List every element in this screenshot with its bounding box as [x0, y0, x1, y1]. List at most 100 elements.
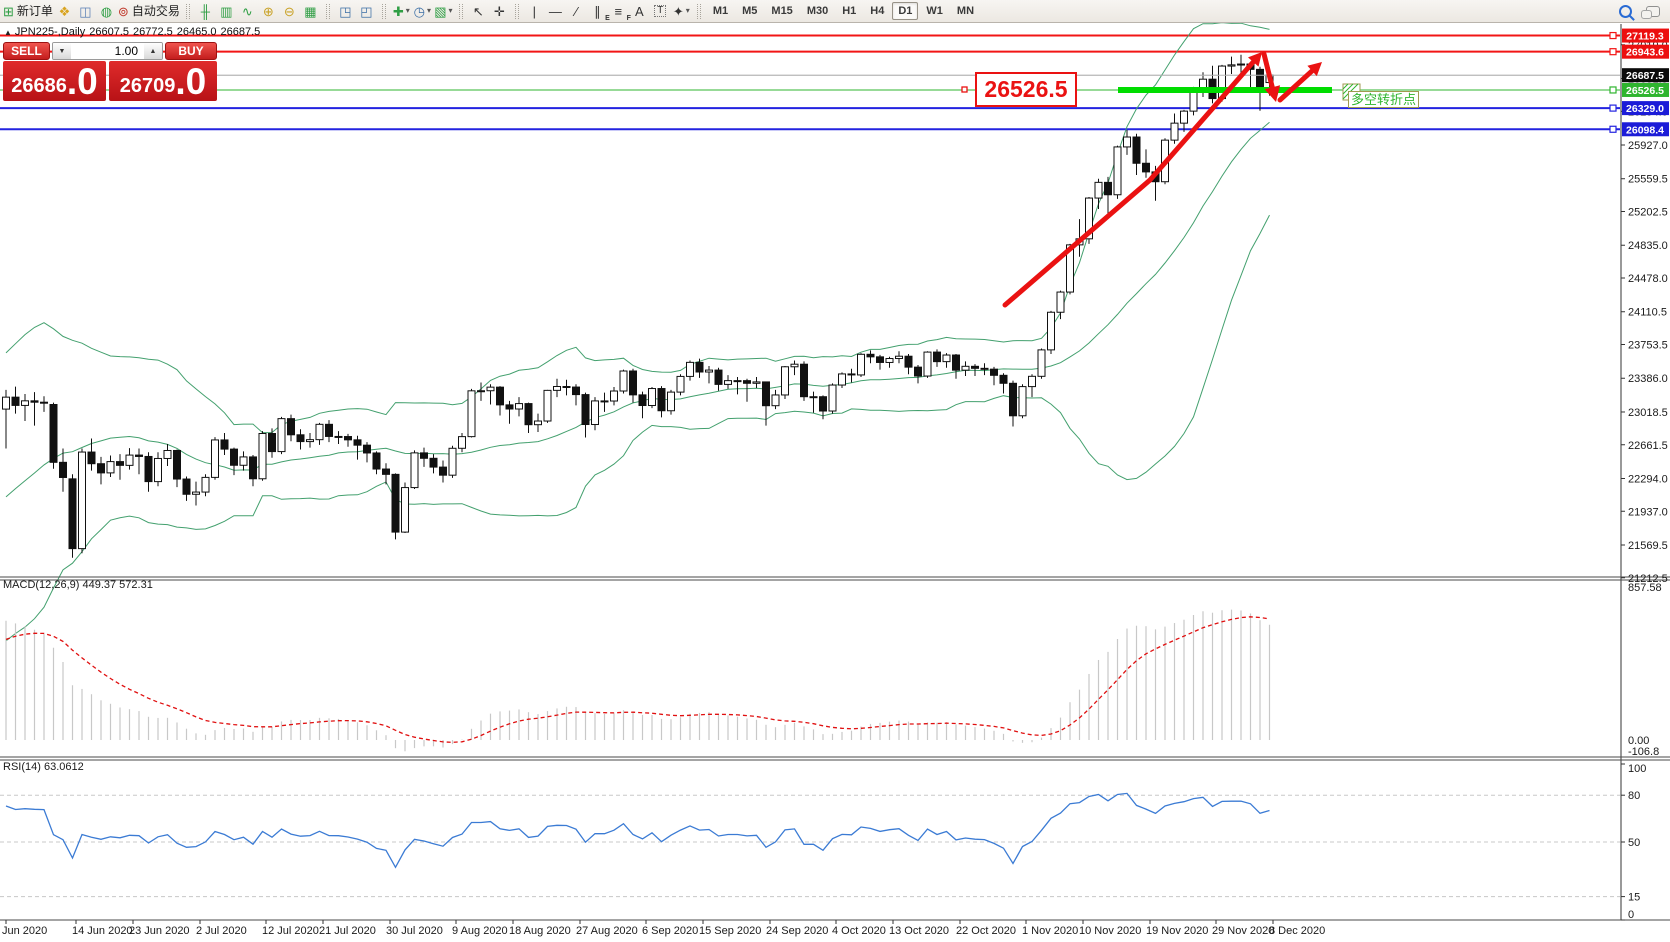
candlestick-button[interactable]: ▥ — [216, 2, 237, 21]
tile-windows-button[interactable]: ▦ — [300, 2, 321, 21]
volume-decrease-button[interactable]: ▼ — [53, 43, 71, 59]
candle-body — [866, 353, 875, 358]
arrows-button[interactable]: ✦ ▾ — [671, 2, 692, 21]
price-badge-label: 26687.5 — [1626, 70, 1664, 82]
collapse-arrow-icon[interactable]: ▲ — [4, 28, 12, 37]
line-chart-icon: ∿ — [241, 3, 253, 19]
timeframe-h4-button[interactable]: H4 — [870, 5, 885, 17]
add-indicator-button[interactable]: ✚ ▾ — [391, 2, 412, 21]
sell-button[interactable]: SELL — [3, 42, 50, 60]
candle-body — [486, 386, 495, 392]
data-window-button[interactable]: ◫ — [75, 2, 96, 21]
candle-body — [971, 365, 979, 369]
volume-input[interactable] — [71, 43, 144, 59]
zoom-in-button[interactable]: ⊕ — [258, 2, 279, 21]
time-axis[interactable]: Jun 2020 14 Jun 2020 23 Jun 2020 2 Jul 2020… — [0, 925, 1670, 941]
text-button[interactable]: A — [629, 2, 650, 21]
candle-body — [828, 384, 837, 412]
price-annotation-text: 26526.5 — [984, 76, 1068, 102]
new-order-button-label: 新订单 — [16, 4, 53, 18]
timeframe-mn-button[interactable]: MN — [956, 5, 975, 17]
periods-clock-icon: ◷ — [413, 3, 425, 19]
turning-point-label[interactable]: 多空转折点 — [1348, 91, 1420, 108]
candle-body — [923, 351, 932, 377]
timeframe-m5-button[interactable]: M5 — [742, 5, 758, 17]
macd-scale-label: 857.58 — [1628, 582, 1662, 594]
timeframe-d1-button[interactable]: D1 — [892, 2, 919, 20]
sell-price[interactable]: 26686.0 — [3, 61, 106, 101]
macd-name: MACD(12,26,9) — [3, 579, 80, 591]
candle-body — [933, 351, 941, 363]
price-tick-label: 23753.5 — [1628, 340, 1668, 352]
timeframe-h1-button[interactable]: H1 — [842, 5, 857, 17]
price-badge — [1622, 68, 1669, 83]
sell-price-frac: .0 — [66, 61, 98, 102]
macd-values: 449.37 572.31 — [82, 579, 153, 591]
timeframe-m1-button[interactable]: M1 — [712, 5, 729, 17]
price-annotation-box[interactable]: 26526.5 — [975, 72, 1077, 107]
horizontal-line-button[interactable]: — — [545, 2, 566, 21]
time-axis-label: 30 Jul 2020 — [386, 925, 443, 937]
time-axis-label: 27 Aug 2020 — [576, 925, 638, 937]
candle-body — [59, 461, 67, 478]
candle-body — [306, 439, 314, 443]
candle-body — [1028, 375, 1036, 388]
fibonacci-button[interactable]: ≡ F — [614, 3, 631, 22]
time-axis-label: 19 Nov 2020 — [1146, 925, 1209, 937]
rsi-scale-label: 15 — [1628, 892, 1640, 904]
red-arrowhead — [1307, 62, 1322, 77]
line-chart-button[interactable]: ∿ — [237, 2, 258, 21]
text-label-button[interactable]: T — [650, 2, 671, 21]
vertical-line-button[interactable]: | — [524, 2, 545, 21]
toolbar: ⊞ 新订单 ❖ ◫ ◍ ⊚ 自动交易 ╫ ▥ ∿ ⊕ ⊖ ▦ ◳ ◰ ✚ ▾ ◷ ▾ ▧ ▾ ↖ ✛ | — ∕ ∥ E ≡ F A T ✦ ▾ M… — [0, 0, 1670, 23]
candle-body — [249, 456, 257, 480]
candle-body — [106, 461, 115, 474]
candle-body — [600, 400, 609, 403]
autotrading-button[interactable]: ⊚ 自动交易 — [117, 2, 181, 21]
candle-body — [762, 381, 770, 407]
candle-body — [220, 439, 229, 450]
crosshair-button[interactable]: ✛ — [489, 2, 510, 21]
ohlc-low: 26465.0 — [176, 26, 217, 38]
hatch-line — [1342, 83, 1354, 95]
equidistant-channel-button[interactable]: ∥ E — [594, 3, 610, 22]
horizontal-line-icon: — — [548, 3, 562, 19]
candle-body — [467, 390, 476, 438]
cursor-icon: ↖ — [472, 3, 484, 19]
buy-button[interactable]: BUY — [165, 42, 217, 60]
zoom-out-button[interactable]: ⊖ — [279, 2, 300, 21]
periods-clock-button[interactable]: ◷ ▾ — [412, 2, 433, 21]
time-axis-label: 4 Oct 2020 — [832, 925, 886, 937]
chart-shift-button[interactable]: ◰ — [356, 2, 377, 21]
volume-increase-button[interactable]: ▲ — [144, 43, 162, 59]
chevron-down-icon: ▾ — [448, 6, 453, 15]
candle-body — [543, 389, 552, 422]
search-icon[interactable] — [1619, 4, 1632, 18]
timeframe-m30-button[interactable]: M30 — [806, 5, 829, 17]
new-order-button[interactable]: ⊞ 新订单 — [2, 2, 54, 21]
hatch-line — [1342, 83, 1349, 90]
market-watch-button[interactable]: ❖ — [54, 2, 75, 21]
candle-body — [239, 456, 248, 466]
candle-body — [163, 449, 172, 459]
chat-icon[interactable] — [1641, 5, 1660, 19]
rsi-line — [5, 792, 1270, 869]
price-badge-label: 26098.4 — [1626, 124, 1664, 136]
cursor-button[interactable]: ↖ — [468, 2, 489, 21]
candle-body — [724, 380, 732, 385]
buy-price[interactable]: 26709.0 — [109, 61, 217, 101]
level-line-handle — [1609, 86, 1617, 94]
timeframe-m15-button[interactable]: M15 — [771, 5, 793, 17]
candle-body — [800, 363, 808, 398]
candle-body — [277, 418, 286, 453]
signal-button[interactable]: ◍ — [96, 2, 117, 21]
new-chart-window-button[interactable]: ◳ — [335, 2, 356, 21]
candle-body — [258, 433, 267, 480]
trendline-button[interactable]: ∕ — [566, 2, 587, 21]
timeframe-w1-button[interactable]: W1 — [926, 5, 943, 17]
bar-chart-button[interactable]: ╫ — [195, 2, 216, 21]
time-axis-label: 21 Jul 2020 — [319, 925, 376, 937]
template-button[interactable]: ▧ ▾ — [433, 2, 454, 21]
chevron-down-icon: ▾ — [685, 6, 690, 15]
